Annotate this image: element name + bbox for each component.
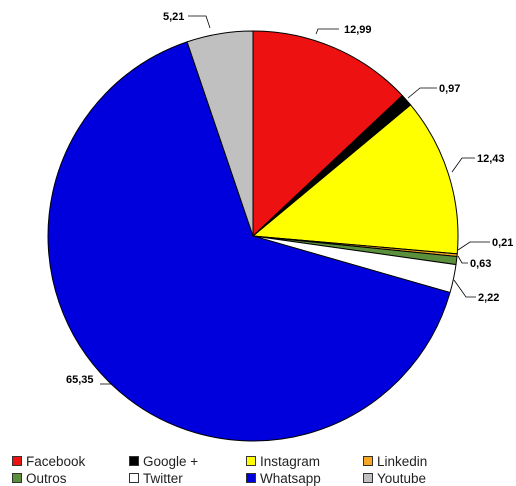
legend-item-twitter: Twitter (129, 470, 246, 486)
leader-line-2 (451, 157, 475, 173)
leader-line-1 (407, 87, 437, 99)
leader-line-4 (457, 255, 468, 264)
legend-label-instagram: Instagram (260, 453, 321, 469)
data-label-youtube: 5,21 (163, 11, 184, 23)
legend-swatch-twitter (129, 473, 139, 483)
leader-line-3 (457, 241, 490, 251)
leader-line-5 (453, 279, 476, 298)
legend-item-google-plus: Google + (129, 453, 246, 469)
pie-slice-facebook (252, 30, 404, 238)
pie-chart: 12,99 0,97 12,43 0,210,63 2,22 65,35 5,21 (47, 11, 513, 442)
legend-item-outros: Outros (12, 470, 129, 486)
data-label-whatsapp: 65,35 (66, 374, 94, 386)
pie-data-labels: 12,99 0,97 12,43 0,210,63 2,22 65,35 5,21 (66, 11, 513, 386)
chart-legend: Facebook Google + Instagram Linkedin Out… (12, 453, 512, 486)
data-label-instagram: 12,43 (477, 153, 505, 165)
legend-swatch-google-plus (129, 456, 139, 466)
data-label-facebook: 12,99 (344, 24, 372, 36)
pie-slice-instagram (251, 104, 459, 255)
legend-label-facebook: Facebook (26, 453, 86, 469)
legend-swatch-instagram (246, 456, 256, 466)
legend-label-twitter: Twitter (143, 470, 183, 486)
legend-item-youtube: Youtube (363, 470, 480, 486)
legend-label-linkedin: Linkedin (377, 453, 428, 469)
data-label-twitter: 2,22 (478, 292, 499, 304)
legend-label-whatsapp: Whatsapp (260, 470, 321, 486)
legend-item-linkedin: Linkedin (363, 453, 480, 469)
legend-item-whatsapp: Whatsapp (246, 470, 363, 486)
legend-swatch-outros (12, 473, 22, 483)
legend-label-youtube: Youtube (377, 470, 427, 486)
legend-item-instagram: Instagram (246, 453, 363, 469)
legend-swatch-youtube (363, 473, 373, 483)
legend-swatch-linkedin (363, 456, 373, 466)
pie-slices (47, 30, 459, 442)
data-label-outros: 0,63 (470, 258, 491, 270)
legend-label-google-plus: Google + (143, 453, 199, 469)
leader-line-0 (315, 28, 339, 35)
legend-label-outros: Outros (26, 470, 67, 486)
leader-line-7 (188, 15, 211, 29)
legend-swatch-facebook (12, 456, 22, 466)
legend-item-facebook: Facebook (12, 453, 129, 469)
legend-swatch-whatsapp (246, 473, 256, 483)
pie-slice-youtube (186, 30, 254, 237)
data-label-linkedin: 0,21 (492, 237, 513, 249)
data-label-google: 0,97 (439, 83, 460, 95)
